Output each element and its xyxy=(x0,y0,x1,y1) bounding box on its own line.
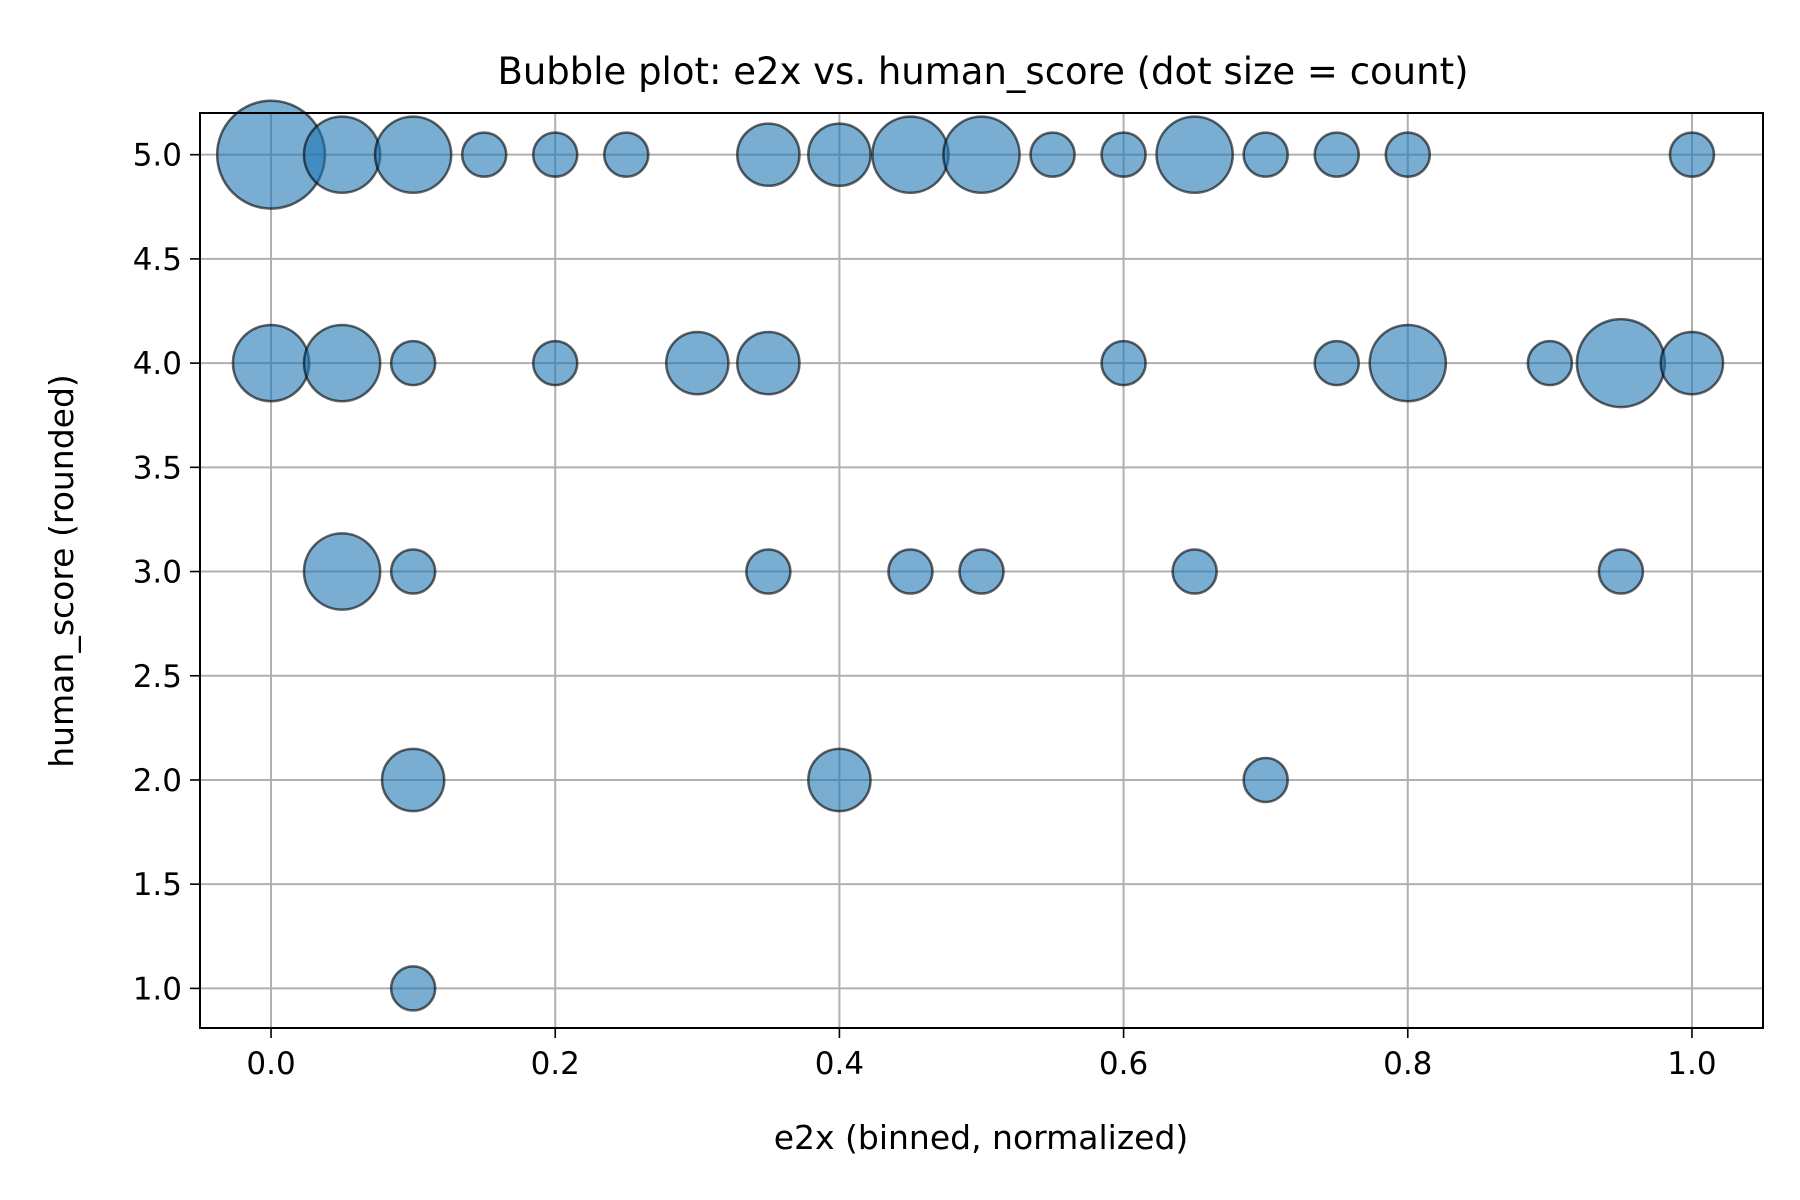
bubble-point xyxy=(958,548,1005,595)
bubble-point xyxy=(1100,131,1147,178)
bubble-point xyxy=(373,115,453,195)
y-tick-label: 1.5 xyxy=(133,867,182,903)
y-tick-label: 3.5 xyxy=(133,450,182,486)
plot-frame xyxy=(199,112,1764,1029)
bubble-point xyxy=(1100,339,1147,387)
bubble-point xyxy=(1384,131,1432,178)
bubble-point xyxy=(531,339,579,387)
x-axis-label: e2x (binned, normalized) xyxy=(774,1118,1189,1157)
y-tick-label: 1.0 xyxy=(133,971,182,1007)
bubble-point xyxy=(807,122,872,188)
bubble-point xyxy=(942,115,1021,195)
bubble-point xyxy=(1575,317,1667,409)
bubble-point xyxy=(302,532,382,611)
bubble-point xyxy=(380,747,446,813)
bubble-point xyxy=(1155,115,1234,195)
bubble-point xyxy=(736,330,801,396)
chart-title: Bubble plot: e2x vs. human_score (dot si… xyxy=(497,50,1468,93)
bubble-layer xyxy=(215,99,1725,1012)
bubble-point xyxy=(1526,339,1574,387)
bubble-point xyxy=(603,131,650,178)
bubble-point xyxy=(871,115,950,195)
bubble-point xyxy=(887,548,934,595)
bubble-point xyxy=(1242,756,1289,804)
y-tick-label: 4.5 xyxy=(133,242,182,278)
tick-layer: 0.0 0.2 0.4 0.6 0.8 1.0 1.0 1.5 2.0 2.5 3.0 3.5 4.0 4… xyxy=(133,138,1717,1082)
bubble-point xyxy=(231,323,311,403)
x-tick-label: 0.4 xyxy=(815,1046,864,1082)
bubble-point xyxy=(1659,330,1725,396)
bubble-point xyxy=(389,548,437,595)
bubble-point xyxy=(664,330,730,396)
y-tick-label: 3.0 xyxy=(133,555,182,591)
bubble-point xyxy=(1597,548,1645,595)
bubble-point xyxy=(745,548,792,595)
bubble-point xyxy=(1313,131,1360,178)
bubble-point xyxy=(1668,131,1716,178)
bubble-point xyxy=(302,323,382,403)
bubble-point xyxy=(531,131,579,178)
x-tick-label: 0.2 xyxy=(531,1046,580,1082)
y-tick-label: 4.0 xyxy=(133,346,182,382)
y-axis-label: human_score (rounded) xyxy=(42,374,81,768)
x-tick-label: 0.6 xyxy=(1099,1046,1148,1082)
bubble-point xyxy=(302,115,382,195)
bubble-point xyxy=(1029,131,1076,178)
bubble-point xyxy=(736,122,801,188)
bubble-point xyxy=(1313,339,1360,387)
x-tick-label: 1.0 xyxy=(1667,1046,1716,1082)
bubble-point xyxy=(1368,323,1448,403)
bubble-point xyxy=(389,339,437,387)
x-tick-label: 0.0 xyxy=(246,1046,295,1082)
y-tick-label: 5.0 xyxy=(133,138,182,174)
y-tick-label: 2.0 xyxy=(133,763,182,799)
bubble-point xyxy=(1242,131,1289,178)
bubble-point xyxy=(460,131,508,178)
y-tick-label: 2.5 xyxy=(133,659,182,695)
bubble-point xyxy=(1171,548,1218,595)
bubble-point xyxy=(807,747,872,813)
bubble-point xyxy=(389,965,437,1012)
x-tick-label: 0.8 xyxy=(1383,1046,1432,1082)
